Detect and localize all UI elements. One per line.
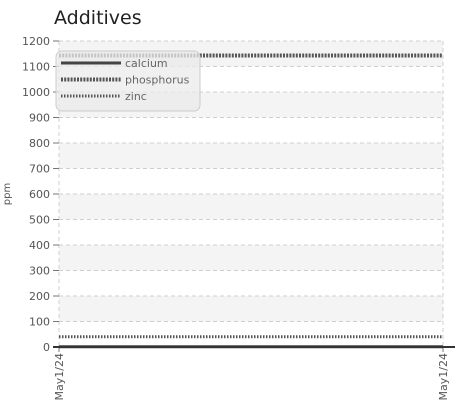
x-axis-ticks: May1/24 May1/24: [53, 347, 450, 400]
plot-band: [59, 245, 443, 271]
y-tick-label: 400: [29, 239, 50, 252]
y-tick-label: 700: [29, 163, 50, 176]
y-tick-label: 1200: [22, 35, 50, 48]
y-tick-label: 500: [29, 214, 50, 227]
legend-label-phosphorus: phosphorus: [125, 74, 190, 87]
legend-label-calcium: calcium: [125, 57, 168, 70]
plot-band: [59, 296, 443, 322]
y-tick-label: 1100: [22, 61, 50, 74]
y-tick-label: 300: [29, 265, 50, 278]
chart-title: Additives: [54, 7, 142, 29]
y-tick-label: 800: [29, 137, 50, 150]
y-axis-ticks: 0 100 200 300 400 500 600 700 800 900 1000 1100 1200: [22, 35, 59, 354]
legend[interactable]: calcium phosphorus zinc: [55, 50, 201, 112]
y-tick-label: 100: [29, 316, 50, 329]
y-tick-label: 600: [29, 188, 50, 201]
legend-label-zinc: zinc: [125, 90, 147, 103]
x-tick-label: May1/24: [437, 353, 450, 400]
plot-band: [59, 194, 443, 220]
y-tick-label: 200: [29, 290, 50, 303]
y-tick-label: 0: [43, 341, 50, 354]
y-axis-label: ppm: [2, 183, 13, 205]
plot-band: [59, 143, 443, 169]
x-tick-label: May1/24: [53, 353, 66, 400]
y-tick-label: 900: [29, 112, 50, 125]
y-tick-label: 1000: [22, 86, 50, 99]
